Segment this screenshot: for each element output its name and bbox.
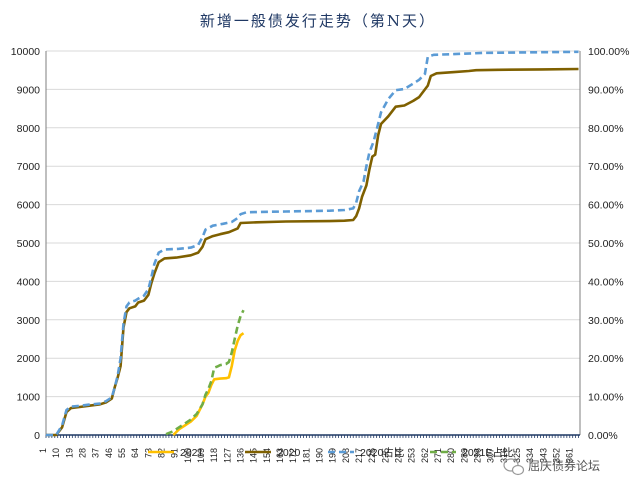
x-tick-label: 361	[565, 448, 575, 463]
x-tick-label: 145	[249, 448, 259, 463]
x-tick-label: 343	[538, 448, 548, 463]
x-tick-label: 271	[433, 448, 443, 463]
x-tick-label: 307	[486, 448, 496, 463]
x-tick-label: 19	[64, 448, 74, 458]
y-left-tick-label: 3000	[17, 315, 41, 327]
y-right-tick-label: 70.00%	[588, 161, 624, 173]
y-left-tick-label: 9000	[17, 84, 41, 96]
y-left-tick-label: 0	[34, 430, 40, 442]
series-line	[172, 332, 245, 436]
y-right-tick-label: 100.00%	[588, 46, 629, 58]
x-tick-label: 46	[104, 448, 114, 458]
legend-item: 2020	[245, 447, 301, 459]
y-left-tick-label: 7000	[17, 161, 41, 173]
series-line	[46, 67, 579, 437]
y-left-tick-label: 5000	[17, 238, 41, 250]
x-tick-label: 190	[315, 448, 325, 463]
watermark: 屈庆债券论坛	[503, 458, 600, 476]
y-right-tick-label: 60.00%	[588, 200, 624, 212]
series-line	[165, 309, 245, 436]
x-tick-label: 334	[525, 448, 535, 463]
y-right-tick-label: 30.00%	[588, 315, 624, 327]
y-left-tick-label: 8000	[17, 123, 41, 135]
y-right-tick-label: 0.00%	[588, 430, 618, 442]
x-tick-label: 109	[196, 448, 206, 463]
x-tick-label: 325	[512, 448, 522, 463]
grid	[46, 50, 580, 436]
y-left-tick-label: 10000	[11, 46, 40, 58]
legend-label: 2021	[180, 447, 204, 459]
series-lines	[46, 50, 579, 437]
legend-item: 2021E占比	[430, 446, 513, 459]
x-tick-label: 253	[407, 448, 417, 463]
x-tick-label: 28	[78, 448, 88, 458]
x-tick-label: 181	[301, 448, 311, 463]
legend-item: 2020占比	[328, 446, 404, 459]
x-tick-label: 217	[354, 448, 364, 463]
y-right-tick-label: 40.00%	[588, 276, 624, 288]
legend-item: 2021	[148, 447, 204, 459]
x-tick-label: 208	[341, 448, 351, 463]
y-right-tick-label: 10.00%	[588, 392, 624, 404]
series-line	[46, 50, 579, 437]
legend-label: 2021E占比	[462, 446, 513, 459]
y-left-tick-label: 4000	[17, 276, 41, 288]
y-right-tick-label: 90.00%	[588, 84, 624, 96]
y-left-tick-label: 2000	[17, 353, 41, 365]
x-tick-label: 127	[222, 448, 232, 463]
x-tick-label: 352	[552, 448, 562, 463]
x-tick-label: 136	[236, 448, 246, 463]
x-tick-label: 163	[275, 448, 285, 463]
x-tick-label: 172	[288, 448, 298, 463]
x-tick-label: 262	[420, 448, 430, 463]
x-tick-label: 1	[38, 448, 48, 453]
legend-label: 2020占比	[360, 446, 404, 459]
y-right-tick-label: 80.00%	[588, 123, 624, 135]
x-tick-label: 37	[91, 448, 101, 458]
x-tick-label: 55	[117, 448, 127, 458]
x-tick-label: 100	[183, 448, 193, 463]
x-tick-label: 199	[328, 448, 338, 463]
x-tick-label: 91	[170, 448, 180, 458]
y-left-tick-label: 1000	[17, 392, 41, 404]
x-tick-label: 64	[130, 448, 140, 458]
x-tick-label: 289	[459, 448, 469, 463]
x-tick-label: 10	[51, 448, 61, 458]
wechat-icon	[503, 458, 525, 476]
watermark-text: 屈庆债券论坛	[528, 458, 600, 473]
x-tick-label: 235	[380, 448, 390, 463]
y-right-tick-label: 50.00%	[588, 238, 624, 250]
x-tick-label: 244	[394, 448, 404, 463]
axes: 0 0.00% 1000 10.00% 2000 20.00% 3000 30.00% 4000…	[11, 46, 630, 463]
x-tick-label: 280	[446, 448, 456, 463]
x-tick-label: 298	[473, 448, 483, 463]
chart-title: 新增一般债发行走势（第N天）	[200, 12, 436, 30]
x-tick-label: 316	[499, 448, 509, 463]
x-tick-label: 118	[209, 448, 219, 462]
x-tick-label: 226	[367, 448, 377, 463]
y-right-tick-label: 20.00%	[588, 353, 624, 365]
legend-label: 2020	[277, 447, 301, 459]
x-tick-label: 154	[262, 448, 272, 463]
y-left-tick-label: 6000	[17, 200, 41, 212]
legend: 2021 2020 2020占比 2021E占比	[148, 446, 513, 459]
